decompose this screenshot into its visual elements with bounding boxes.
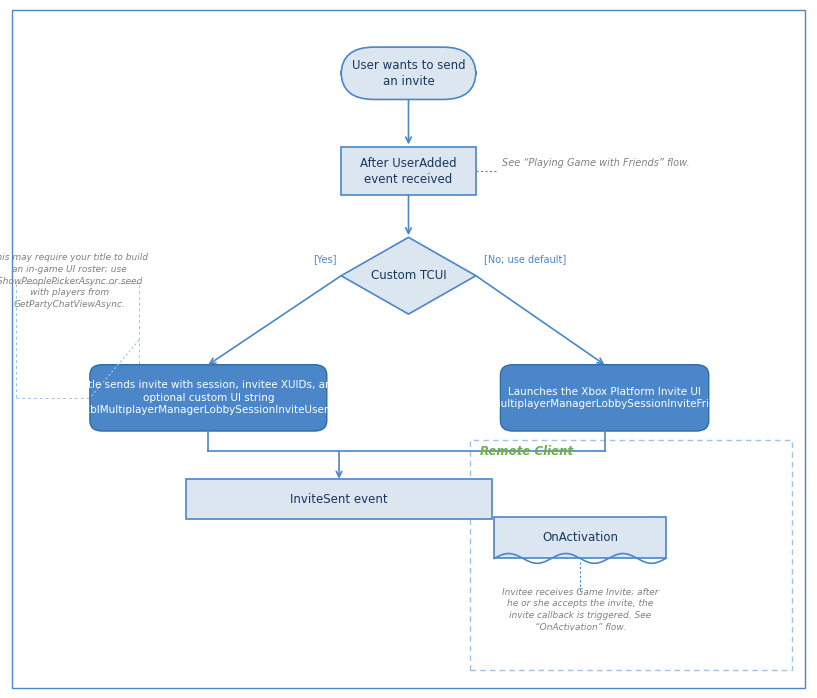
Text: [Yes]: [Yes] [314,254,337,264]
Text: OnActivation: OnActivation [542,531,618,544]
Polygon shape [341,237,475,314]
Text: User wants to send
an invite: User wants to send an invite [351,59,466,88]
Bar [16,283,139,398]
Text: [No; use default]: [No; use default] [484,254,566,264]
Text: Custom TCUI: Custom TCUI [371,269,446,282]
Text: Invitee receives Game Invite; after
he or she accepts the invite, the
invite cal: Invitee receives Game Invite; after he o… [502,587,659,632]
Bar [494,517,666,558]
FancyBboxPatch shape [90,364,327,431]
FancyBboxPatch shape [341,47,475,99]
Text: Launches the Xbox Platform Invite UI
(XblMultiplayerManagerLobbySessionInviteFri: Launches the Xbox Platform Invite UI (Xb… [471,387,738,409]
Text: InviteSent event: InviteSent event [290,493,388,505]
Text: After UserAdded
event received: After UserAdded event received [360,156,457,186]
FancyBboxPatch shape [500,364,709,431]
Bar [185,479,492,519]
Text: See “Playing Game with Friends” flow.: See “Playing Game with Friends” flow. [502,158,690,168]
Bar [470,440,792,670]
Text: Title sends invite with session, invitee XUIDs, and
optional custom UI string
(X: Title sends invite with session, invitee… [78,380,338,415]
Bar [341,147,475,195]
Text: This may require your title to build
an in-game UI roster; use
ShowPeoplePickerA: This may require your title to build an … [0,253,148,309]
Text: Remote Client: Remote Client [480,445,573,458]
